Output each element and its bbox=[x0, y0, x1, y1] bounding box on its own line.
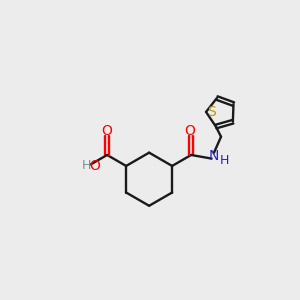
Text: O: O bbox=[184, 124, 195, 138]
Text: S: S bbox=[207, 105, 215, 119]
Text: N: N bbox=[209, 149, 219, 163]
Text: H: H bbox=[220, 154, 229, 167]
Text: O: O bbox=[89, 159, 100, 172]
Text: O: O bbox=[102, 124, 112, 138]
Text: H: H bbox=[82, 159, 91, 172]
